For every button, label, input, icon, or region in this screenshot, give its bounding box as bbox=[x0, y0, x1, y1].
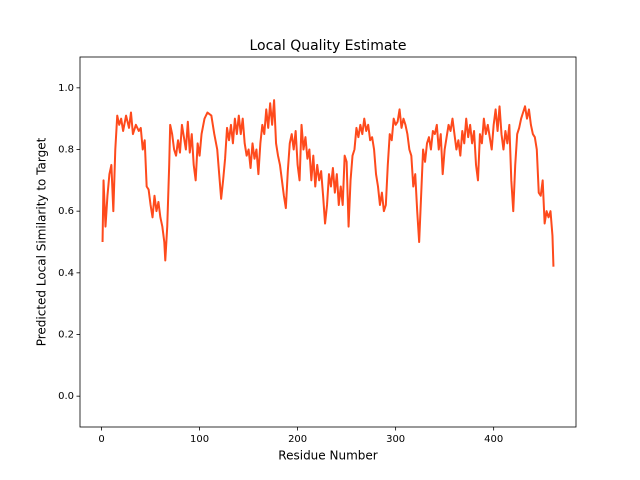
chart-title: Local Quality Estimate bbox=[249, 38, 406, 54]
x-tick-label: 0 bbox=[98, 434, 104, 445]
plot-frame bbox=[79, 56, 577, 428]
y-tick-label: 1.0 bbox=[58, 83, 74, 94]
y-tick-label: 0.6 bbox=[58, 206, 74, 217]
x-tick-label: 400 bbox=[484, 434, 503, 445]
y-tick-label: 0.2 bbox=[58, 330, 74, 341]
data-line bbox=[101, 99, 555, 267]
y-tick-label: 0.4 bbox=[58, 268, 74, 279]
x-axis-label: Residue Number bbox=[278, 449, 377, 463]
x-tick-label: 200 bbox=[288, 434, 307, 445]
x-tick-label: 300 bbox=[386, 434, 405, 445]
y-tick-label: 0.8 bbox=[58, 145, 74, 156]
x-tick-label: 100 bbox=[190, 434, 209, 445]
y-axis-label: Predicted Local Similarity to Target bbox=[35, 137, 49, 346]
y-tick-label: 0.0 bbox=[58, 391, 74, 402]
